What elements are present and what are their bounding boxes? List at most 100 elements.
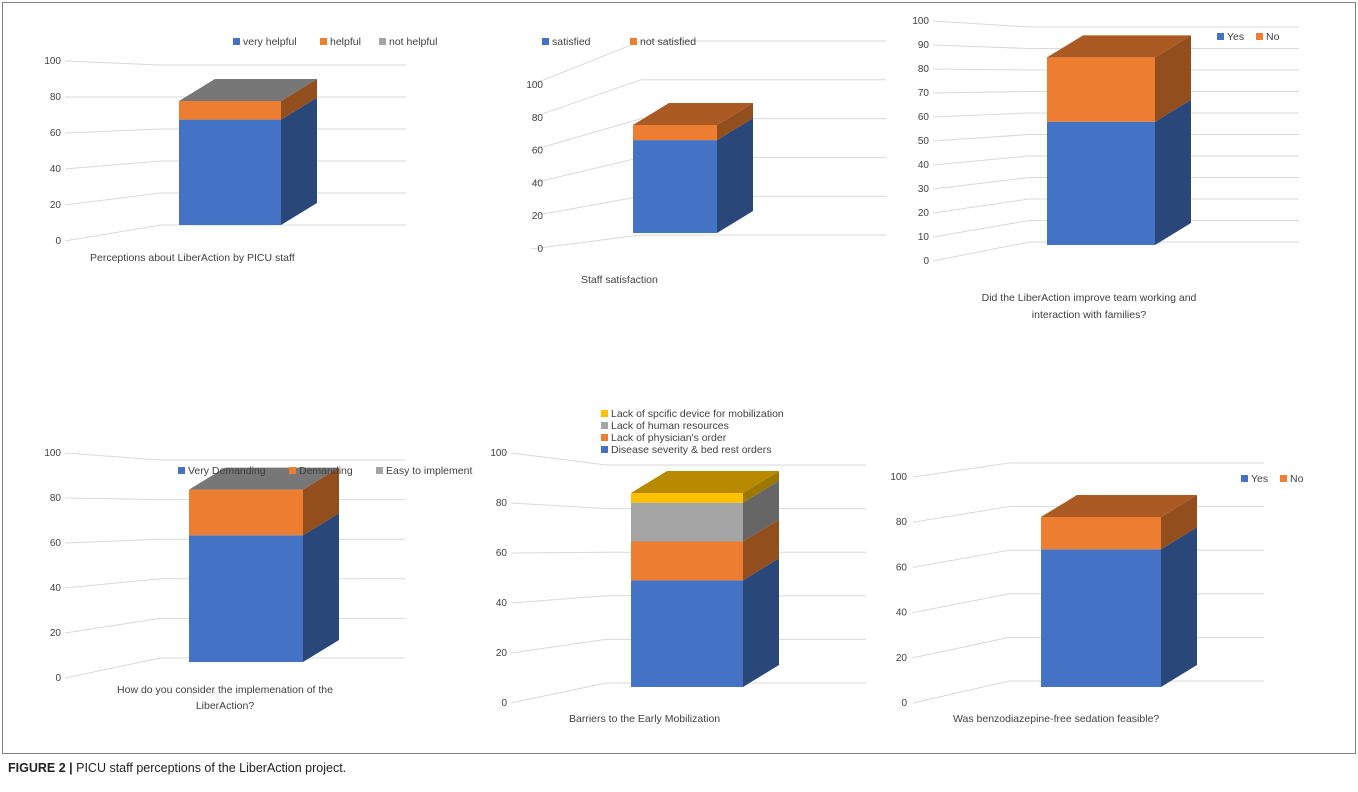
chart-5-ytick-80: 80 bbox=[496, 498, 508, 509]
chart-4-ytick-100: 100 bbox=[44, 448, 61, 459]
chart-4-bar-front-series-1 bbox=[189, 535, 303, 662]
chart-6-ytick-40: 40 bbox=[896, 608, 908, 619]
chart-1-ytick-20: 20 bbox=[50, 200, 62, 211]
chart-5-legend-swatch-1 bbox=[601, 446, 608, 453]
chart-3-gridline-diag-70 bbox=[932, 91, 1030, 94]
chart-3-ytick-60: 60 bbox=[918, 112, 930, 123]
chart-5-legend-swatch-3 bbox=[601, 422, 608, 429]
chart-1-legend-swatch-2 bbox=[320, 38, 327, 45]
chart-2-legend-label-1: satisfied bbox=[552, 36, 591, 48]
chart-1-gridline-diag-20 bbox=[64, 192, 162, 206]
chart-5-ytick-20: 20 bbox=[496, 648, 508, 659]
chart-1-category-label-1: Perceptions about LiberAction by PICU st… bbox=[90, 252, 295, 264]
chart-3-bar-top bbox=[1047, 35, 1191, 58]
chart-3-gridline-diag-20 bbox=[932, 198, 1030, 214]
chart-2-legend-swatch-2 bbox=[630, 38, 637, 45]
chart-1-ytick-0: 0 bbox=[55, 236, 61, 247]
chart-2-bar-front-series-2 bbox=[633, 125, 717, 141]
chart-6-bar-top bbox=[1041, 495, 1197, 517]
chart-3-gridline-diag-60 bbox=[932, 112, 1030, 118]
chart-6-gridline-diag-40 bbox=[912, 593, 1010, 614]
chart-1-bar-side-series-2 bbox=[281, 79, 317, 120]
chart-4-category-label-2: LiberAction? bbox=[196, 700, 255, 712]
chart-4-category-label-1: How do you consider the implemenation of… bbox=[117, 684, 333, 696]
chart-1-gridline-diag-0 bbox=[64, 224, 162, 242]
chart-6-gridline-diag-0 bbox=[912, 680, 1010, 704]
chart-5-gridline-diag-20 bbox=[510, 638, 607, 654]
chart-6-legend-label-2: No bbox=[1290, 473, 1304, 485]
chart-5-bar-top bbox=[631, 471, 779, 493]
chart-2-gridline-diag-60 bbox=[530, 118, 642, 152]
chart-5-legend-label-1: Disease severity & bed rest orders bbox=[611, 444, 771, 456]
chart-1-gridline-diag-60 bbox=[64, 128, 162, 134]
chart-5-ytick-60: 60 bbox=[496, 548, 508, 559]
chart-1-ytick-80: 80 bbox=[50, 92, 62, 103]
chart-5-bar-side-series-1 bbox=[743, 558, 779, 687]
chart-3-legend-label-2: No bbox=[1266, 31, 1280, 43]
chart-6-gridline-diag-20 bbox=[912, 636, 1010, 659]
chart-1-bar-side-series-1 bbox=[281, 97, 317, 225]
chart-3-ytick-20: 20 bbox=[918, 208, 930, 219]
chart-3-gridline-diag-80 bbox=[932, 68, 1030, 71]
chart-1-bar-front-series-2 bbox=[179, 101, 281, 120]
chart-5-legend-label-3: Lack of human resources bbox=[611, 420, 729, 432]
chart-6-legend-label-1: Yes bbox=[1251, 473, 1268, 485]
chart-5-bar-front-series-4 bbox=[631, 493, 743, 503]
chart-5-legend-label-4: Lack of spcific device for mobilization bbox=[611, 408, 784, 420]
chart-2-bar-top bbox=[633, 103, 753, 125]
chart-5-gridline-diag-40 bbox=[510, 595, 607, 604]
figure-caption: FIGURE 2 | PICU staff perceptions of the… bbox=[8, 761, 346, 775]
chart-2-gridline-diag-40 bbox=[530, 156, 642, 184]
chart-1-legend-label-2: helpful bbox=[330, 36, 361, 48]
chart-1-gridline-diag-100 bbox=[64, 60, 162, 66]
chart-1-bar-top bbox=[179, 79, 317, 101]
chart-5-category-label-1: Barriers to the Early Mobilization bbox=[569, 713, 720, 725]
chart-4-ytick-60: 60 bbox=[50, 538, 62, 549]
chart-6-bar-side-series-2 bbox=[1161, 495, 1197, 550]
chart-3-ytick-100: 100 bbox=[912, 16, 929, 27]
chart-6-gridline-diag-100 bbox=[912, 462, 1010, 478]
chart-3-ytick-0: 0 bbox=[923, 256, 929, 267]
chart-4-gridline-diag-0 bbox=[64, 657, 161, 679]
chart-5-ytick-0: 0 bbox=[501, 698, 507, 709]
chart-4-gridline-diag-60 bbox=[64, 538, 161, 544]
chart-6-category-label-1: Was benzodiazepine-free sedation feasibl… bbox=[953, 713, 1159, 725]
chart-5-ytick-100: 100 bbox=[490, 448, 507, 459]
chart-3-gridline-diag-90 bbox=[932, 44, 1030, 49]
chart-3-gridline-diag-10 bbox=[932, 220, 1030, 238]
chart-5-legend-swatch-2 bbox=[601, 434, 608, 441]
chart-3-ytick-50: 50 bbox=[918, 136, 930, 147]
chart-5-legend-swatch-4 bbox=[601, 410, 608, 417]
chart-4-ytick-20: 20 bbox=[50, 628, 62, 639]
chart-2-bar-side-series-1 bbox=[717, 118, 753, 233]
chart-5-gridline-diag-100 bbox=[510, 452, 607, 466]
chart-3-ytick-90: 90 bbox=[918, 40, 930, 51]
chart-5-bar-side-series-2 bbox=[743, 519, 779, 581]
chart-3-ytick-80: 80 bbox=[918, 64, 930, 75]
chart-3-ytick-10: 10 bbox=[918, 232, 930, 243]
chart-3-gridline-diag-30 bbox=[932, 177, 1030, 190]
chart-1-legend-swatch-3 bbox=[379, 38, 386, 45]
chart-2-ytick-40: 40 bbox=[532, 178, 544, 189]
chart-2-category-label-1: Staff satisfaction bbox=[581, 274, 658, 286]
chart-3-bar-side-series-2 bbox=[1155, 35, 1191, 122]
chart-4-gridline-diag-40 bbox=[64, 578, 161, 589]
chart-1-legend-label-3: not helpful bbox=[389, 36, 437, 48]
chart-2-legend-label-2: not satisfied bbox=[640, 36, 696, 48]
chart-4-ytick-40: 40 bbox=[50, 583, 62, 594]
chart-2-gridline-diag-80 bbox=[530, 79, 642, 119]
chart-6-bar-front-series-2 bbox=[1041, 517, 1161, 550]
chart-4-ytick-0: 0 bbox=[55, 673, 61, 684]
chart-3-ytick-30: 30 bbox=[918, 184, 930, 195]
chart-3-gridline-diag-100 bbox=[932, 20, 1030, 28]
chart-3-bar-front-series-1 bbox=[1047, 121, 1155, 245]
chart-5-bar-front-series-3 bbox=[631, 502, 743, 542]
chart-4-gridline-diag-80 bbox=[64, 497, 161, 501]
chart-5-bar-front-series-1 bbox=[631, 580, 743, 687]
chart-6-ytick-0: 0 bbox=[901, 698, 907, 709]
chart-3-gridline-diag-50 bbox=[932, 134, 1030, 142]
chart-4-bar-side-series-1 bbox=[303, 513, 339, 662]
chart-6-ytick-60: 60 bbox=[896, 562, 908, 573]
chart-6-ytick-100: 100 bbox=[890, 472, 907, 483]
